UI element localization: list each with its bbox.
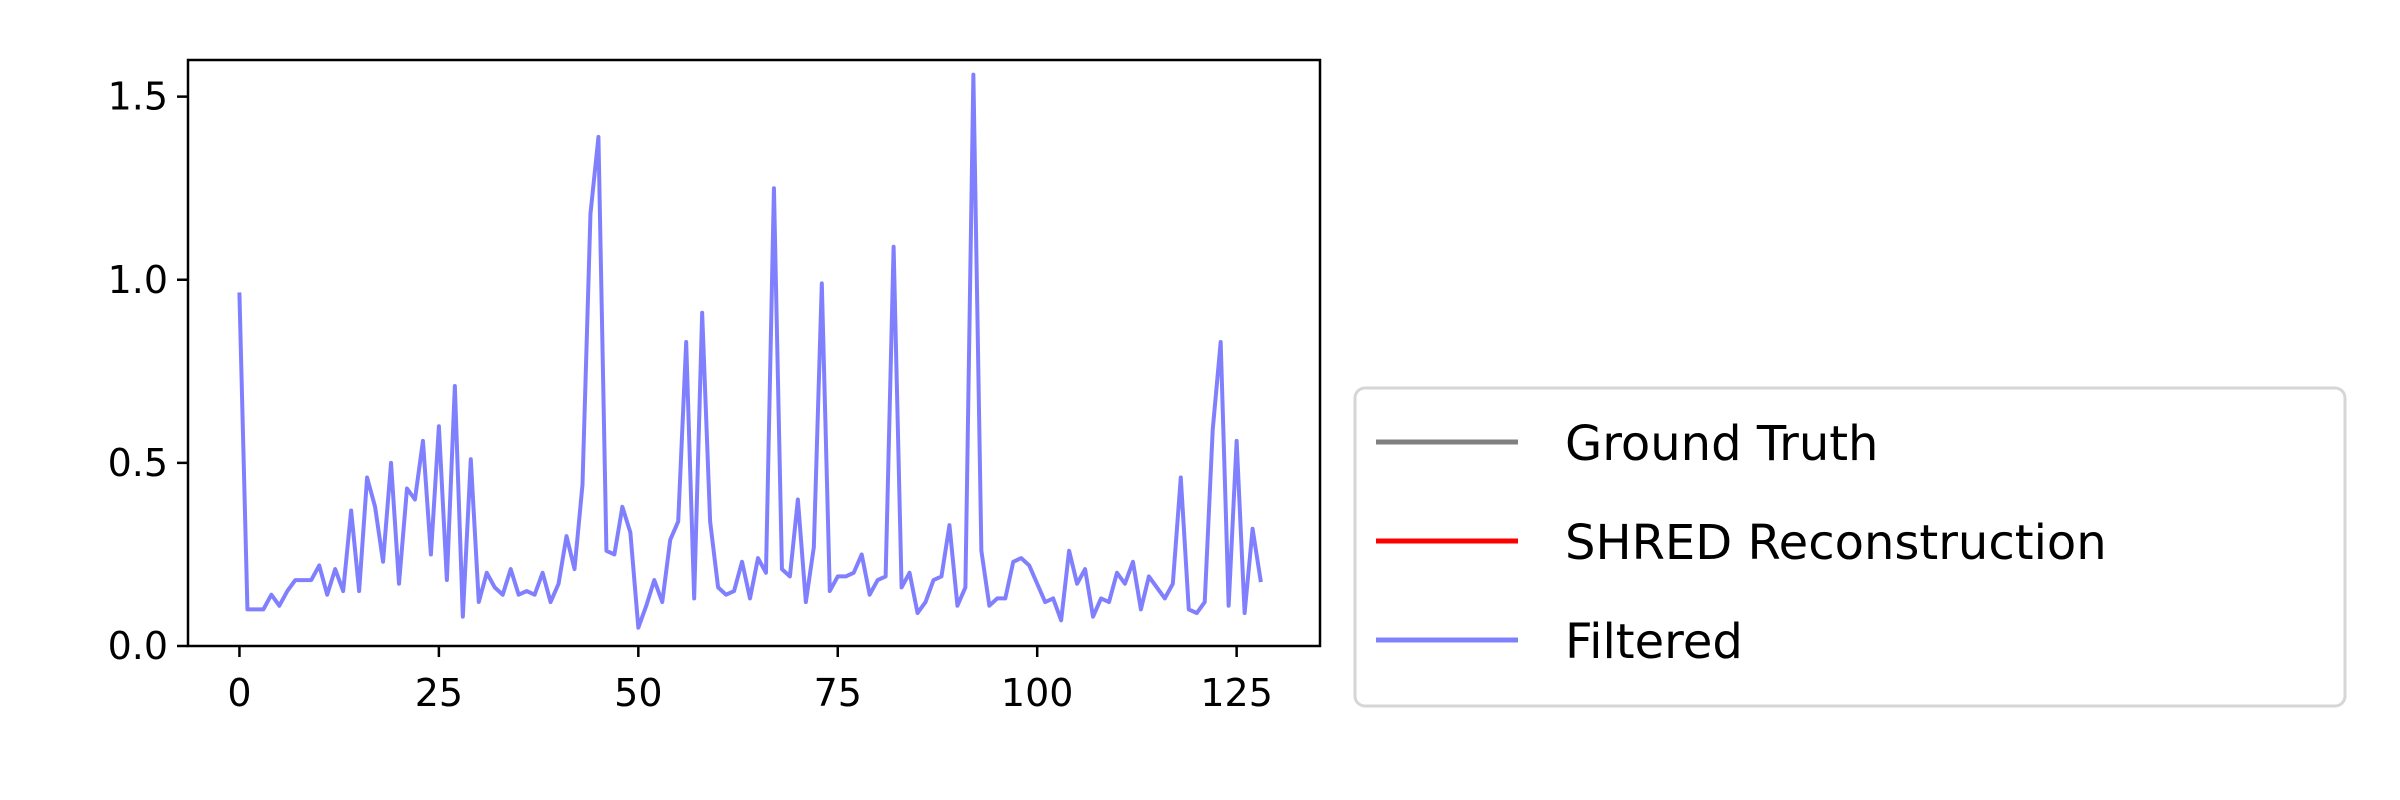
- y-tick-label: 1.5: [108, 75, 168, 119]
- series-layer: [237, 72, 1263, 630]
- y-axis: 0.0 0.5 1.0 1.5: [108, 75, 188, 668]
- y-tick-label: 0.0: [108, 624, 168, 668]
- x-tick-label: 0: [227, 671, 251, 715]
- series-line-filtered: [237, 72, 1263, 630]
- legend-frame: [1353, 386, 2347, 708]
- legend-label-shred-reconstruction: SHRED Reconstruction: [1565, 515, 2107, 571]
- plot-frame: [186, 58, 1322, 648]
- plot-background: [188, 60, 1320, 646]
- legend-item-shred-reconstruction: SHRED Reconstruction: [1376, 515, 2107, 571]
- x-tick-label: 100: [1001, 671, 1074, 715]
- legend-label-ground-truth: Ground Truth: [1565, 416, 1878, 472]
- legend: Ground Truth SHRED Reconstruction Filter…: [1353, 386, 2347, 708]
- legend-label-filtered: Filtered: [1565, 614, 1743, 670]
- legend-item-ground-truth: Ground Truth: [1376, 416, 1878, 472]
- x-tick-label: 50: [614, 671, 662, 715]
- y-tick-label: 0.5: [108, 441, 168, 485]
- x-tick-label: 125: [1200, 671, 1273, 715]
- y-tick-label: 1.0: [108, 258, 168, 302]
- legend-item-filtered: Filtered: [1376, 614, 1743, 670]
- x-axis: 0 25 50 75 100 125: [227, 646, 1273, 715]
- x-tick-label: 25: [415, 671, 463, 715]
- x-tick-label: 75: [814, 671, 862, 715]
- plot-area: [186, 58, 1322, 648]
